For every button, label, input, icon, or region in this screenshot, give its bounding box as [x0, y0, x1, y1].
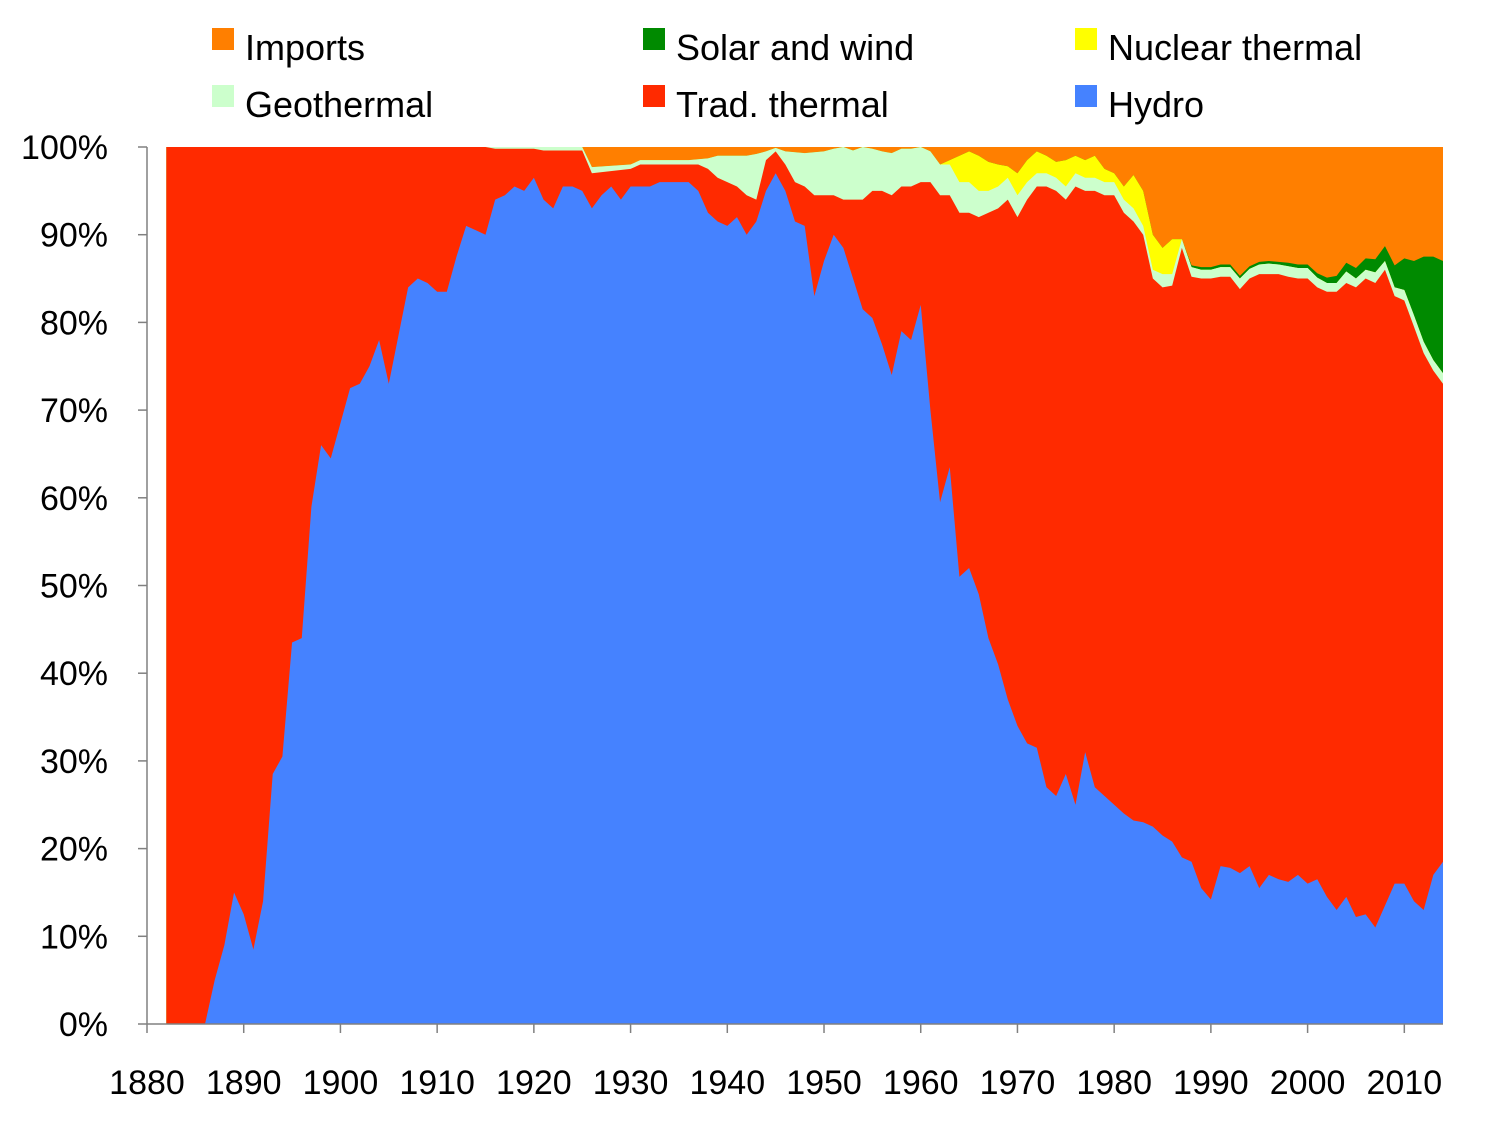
- y-tick-label: 50%: [40, 568, 108, 606]
- x-tick-label: 1890: [206, 1064, 282, 1102]
- legend-label: Solar and wind: [676, 27, 914, 68]
- x-tick-label: 1970: [980, 1064, 1056, 1102]
- legend-item-solar-and-wind: Solar and wind: [643, 27, 914, 68]
- x-tick-label: 1990: [1173, 1064, 1249, 1102]
- legend-item-geothermal: Geothermal: [212, 84, 433, 125]
- x-tick-label: 1910: [399, 1064, 475, 1102]
- y-tick-label: 100%: [21, 129, 108, 167]
- y-tick-label: 60%: [40, 480, 108, 518]
- legend-swatch: [212, 28, 234, 50]
- x-tick-label: 2010: [1366, 1064, 1442, 1102]
- legend-swatch: [1075, 85, 1097, 107]
- legend-item-hydro: Hydro: [1075, 84, 1204, 125]
- x-tick-label: 1950: [786, 1064, 862, 1102]
- legend-label: Imports: [245, 27, 365, 68]
- x-tick-label: 1920: [496, 1064, 572, 1102]
- y-tick-label: 70%: [40, 392, 108, 430]
- legend-label: Nuclear thermal: [1108, 27, 1362, 68]
- legend-swatch: [643, 28, 665, 50]
- area-hydro: [166, 173, 1444, 1024]
- y-tick-label: 0%: [59, 1006, 108, 1044]
- legend-swatch: [643, 85, 665, 107]
- legend-label: Geothermal: [245, 84, 433, 125]
- legend-swatch: [212, 85, 234, 107]
- legend-label: Hydro: [1108, 84, 1204, 125]
- legend-item-nuclear-thermal: Nuclear thermal: [1075, 27, 1362, 68]
- legend: Imports Solar and wind Nuclear thermal Geot…: [212, 27, 1362, 125]
- y-tick-label: 90%: [40, 217, 108, 255]
- x-tick-label: 1930: [593, 1064, 669, 1102]
- x-tick-label: 2000: [1270, 1064, 1346, 1102]
- axes: 0% 10% 20% 30% 40% 50% 60% 70% 80% 90% 100% 1880 189…: [21, 129, 1443, 1102]
- x-tick-label: 1960: [883, 1064, 959, 1102]
- y-tick-label: 40%: [40, 655, 108, 693]
- x-tick-label: 1980: [1076, 1064, 1152, 1102]
- legend-swatch: [1075, 28, 1097, 50]
- plot-areas: [166, 147, 1444, 1024]
- x-tick-label: 1880: [109, 1064, 185, 1102]
- y-tick-label: 80%: [40, 304, 108, 342]
- x-tick-label: 1940: [689, 1064, 765, 1102]
- legend-label: Trad. thermal: [676, 84, 889, 125]
- legend-item-imports: Imports: [212, 27, 365, 68]
- y-tick-label: 10%: [40, 918, 108, 956]
- x-tick-label: 1900: [303, 1064, 379, 1102]
- y-tick-label: 20%: [40, 831, 108, 869]
- legend-item-trad-thermal: Trad. thermal: [643, 84, 889, 125]
- y-tick-label: 30%: [40, 743, 108, 781]
